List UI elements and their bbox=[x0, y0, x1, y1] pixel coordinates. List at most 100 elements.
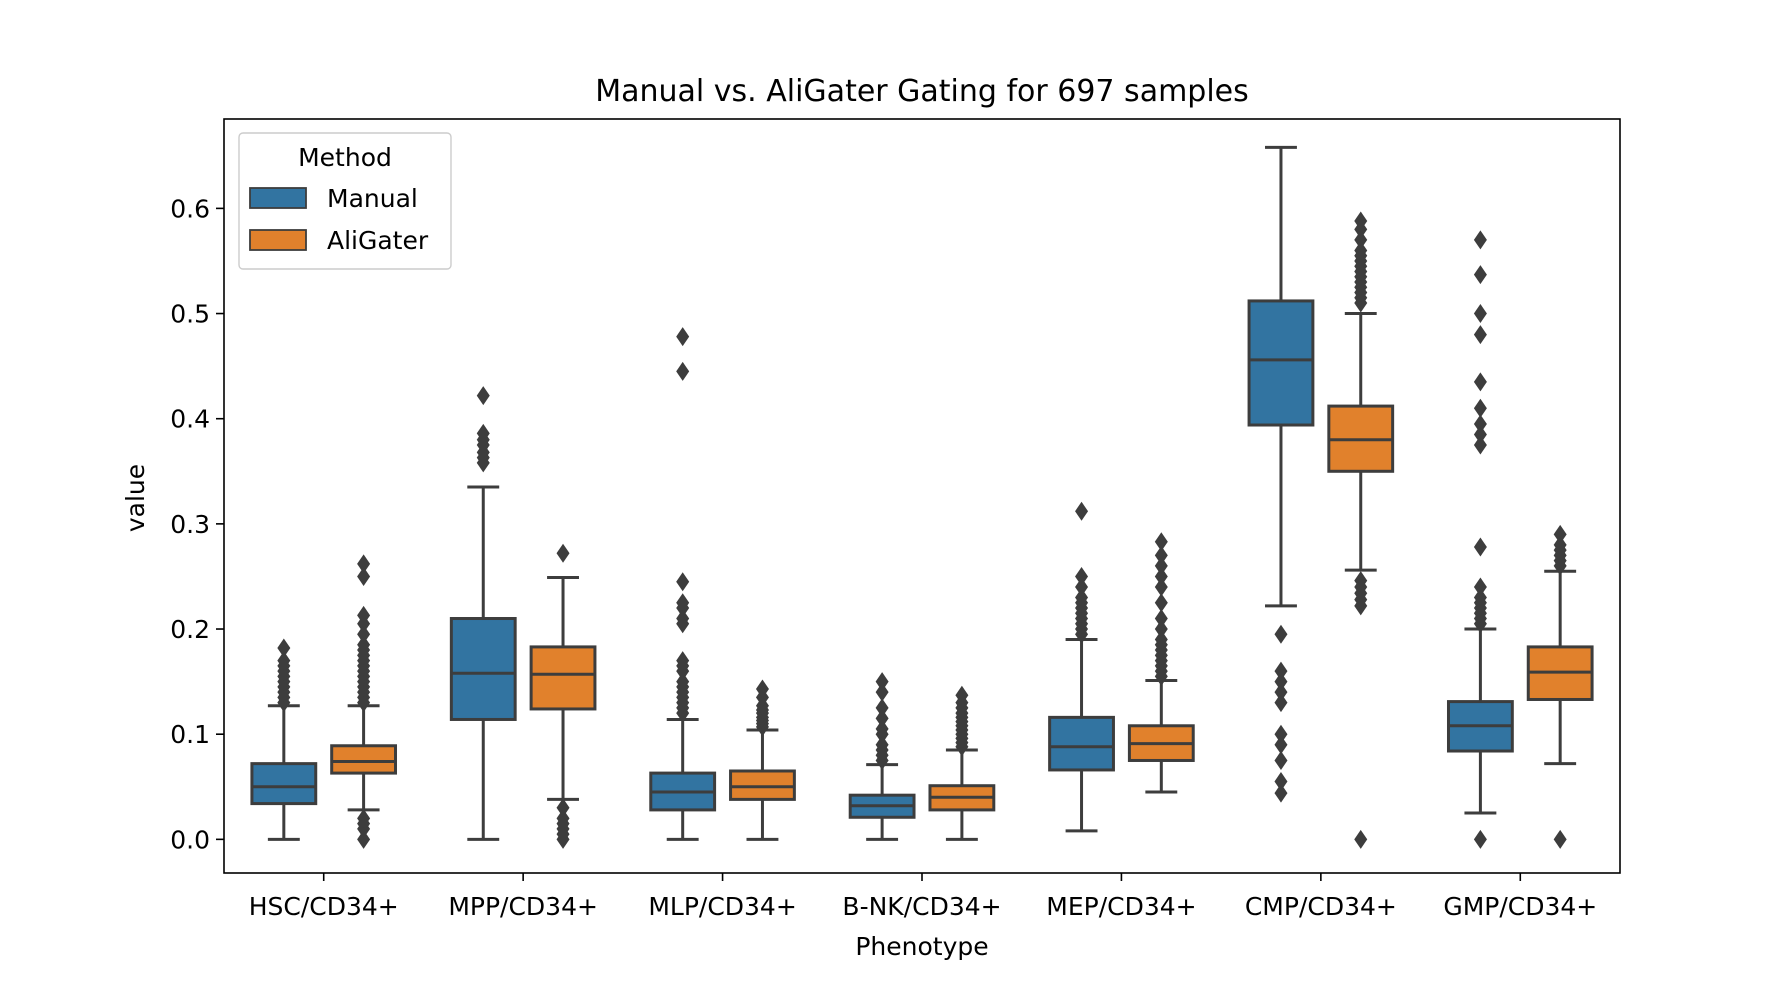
y-tick-label: 0.0 bbox=[170, 825, 210, 854]
box-group bbox=[729, 679, 796, 841]
outlier-point bbox=[357, 566, 371, 586]
outlier-point bbox=[357, 808, 371, 828]
x-tick-label: B-NK/CD34+ bbox=[842, 892, 1001, 921]
outlier-point bbox=[1274, 772, 1288, 792]
outlier-point bbox=[1075, 566, 1089, 586]
outlier-point bbox=[1274, 735, 1288, 755]
outlier-point bbox=[1473, 304, 1487, 324]
box-group bbox=[1127, 532, 1195, 794]
outlier-point bbox=[1553, 524, 1567, 544]
x-tick-label: CMP/CD34+ bbox=[1245, 892, 1397, 921]
outlier-point bbox=[1274, 682, 1288, 702]
outlier-point bbox=[1473, 372, 1487, 392]
outlier-point bbox=[1154, 545, 1168, 565]
outlier-point bbox=[1473, 424, 1487, 444]
outlier-point bbox=[357, 624, 371, 644]
outlier-point bbox=[1154, 556, 1168, 576]
iqr-box bbox=[1048, 715, 1115, 772]
outlier-point bbox=[1154, 619, 1168, 639]
legend-label-manual: Manual bbox=[327, 184, 418, 213]
outlier-point bbox=[357, 829, 371, 849]
outlier-point bbox=[1473, 265, 1487, 285]
y-tick-label: 0.1 bbox=[170, 720, 210, 749]
legend-label-aligater: AliGater bbox=[327, 226, 429, 255]
outlier-point bbox=[357, 605, 371, 625]
outlier-point bbox=[1354, 571, 1368, 591]
box-group bbox=[449, 386, 517, 841]
box-group bbox=[1327, 211, 1395, 849]
outlier-point bbox=[1473, 435, 1487, 455]
outlier-point bbox=[875, 682, 889, 702]
box-group bbox=[529, 543, 597, 849]
outlier-point bbox=[1553, 829, 1567, 849]
x-tick-label: GMP/CD34+ bbox=[1443, 892, 1597, 921]
outlier-point bbox=[1473, 230, 1487, 250]
outlier-point bbox=[1473, 398, 1487, 418]
outlier-point bbox=[1154, 577, 1168, 597]
outlier-point bbox=[357, 554, 371, 574]
outlier-point bbox=[1154, 566, 1168, 586]
outlier-point bbox=[1354, 829, 1368, 849]
y-tick-label: 0.5 bbox=[170, 300, 210, 329]
outlier-point bbox=[676, 572, 690, 592]
iqr-box bbox=[330, 744, 398, 775]
outlier-point bbox=[277, 638, 291, 658]
outlier-point bbox=[1154, 593, 1168, 613]
y-tick-label: 0.4 bbox=[170, 405, 210, 434]
box-group bbox=[848, 672, 916, 841]
outlier-point bbox=[875, 708, 889, 728]
outlier-point bbox=[476, 386, 490, 406]
outlier-point bbox=[1354, 211, 1368, 231]
y-tick-label: 0.2 bbox=[170, 615, 210, 644]
outlier-point bbox=[676, 609, 690, 629]
outlier-point bbox=[556, 543, 570, 563]
iqr-box bbox=[729, 769, 796, 801]
outlier-point bbox=[1473, 829, 1487, 849]
outlier-point bbox=[1075, 587, 1089, 607]
outlier-point bbox=[1274, 724, 1288, 744]
outlier-point bbox=[1354, 230, 1368, 250]
outlier-point bbox=[277, 651, 291, 671]
outlier-point bbox=[1274, 783, 1288, 803]
x-tick-label: MPP/CD34+ bbox=[448, 892, 598, 921]
x-tick-label: MLP/CD34+ bbox=[648, 892, 796, 921]
chart-title: Manual vs. AliGater Gating for 697 sampl… bbox=[595, 74, 1249, 109]
outlier-point bbox=[1473, 537, 1487, 557]
outlier-point bbox=[755, 679, 769, 699]
outlier-point bbox=[955, 685, 969, 705]
iqr-box bbox=[529, 645, 597, 711]
y-tick-label: 0.3 bbox=[170, 510, 210, 539]
outlier-point bbox=[875, 672, 889, 692]
legend: Method Manual AliGater bbox=[238, 132, 452, 270]
outlier-point bbox=[676, 672, 690, 692]
outlier-point bbox=[1274, 624, 1288, 644]
outlier-point bbox=[1154, 630, 1168, 650]
outlier-point bbox=[357, 635, 371, 655]
outlier-point bbox=[676, 593, 690, 613]
box-group bbox=[1048, 501, 1115, 833]
iqr-box bbox=[250, 762, 318, 806]
outlier-point bbox=[1473, 414, 1487, 434]
box-group bbox=[1247, 145, 1315, 803]
outlier-point bbox=[1274, 661, 1288, 681]
outlier-point bbox=[676, 651, 690, 671]
outlier-point bbox=[875, 719, 889, 739]
box-group bbox=[1446, 230, 1514, 849]
x-axis-label: Phenotype bbox=[855, 932, 988, 961]
outlier-point bbox=[1274, 672, 1288, 692]
box-group bbox=[1526, 524, 1594, 849]
y-axis: 0.0 0.1 0.2 0.3 0.4 0.5 0.6 bbox=[170, 194, 224, 854]
outlier-point bbox=[556, 798, 570, 818]
outlier-point bbox=[1075, 577, 1089, 597]
plot-area bbox=[250, 145, 1594, 849]
outlier-point bbox=[556, 808, 570, 828]
outlier-point bbox=[1354, 240, 1368, 260]
outlier-point bbox=[676, 327, 690, 347]
outlier-point bbox=[1274, 693, 1288, 713]
x-axis: HSC/CD34+ MPP/CD34+ MLP/CD34+ B-NK/CD34+ MEP… bbox=[249, 873, 1597, 921]
iqr-box bbox=[1247, 299, 1315, 427]
legend-swatch-aligater bbox=[249, 229, 307, 251]
outlier-point bbox=[1274, 750, 1288, 770]
y-axis-label: value bbox=[121, 464, 150, 532]
